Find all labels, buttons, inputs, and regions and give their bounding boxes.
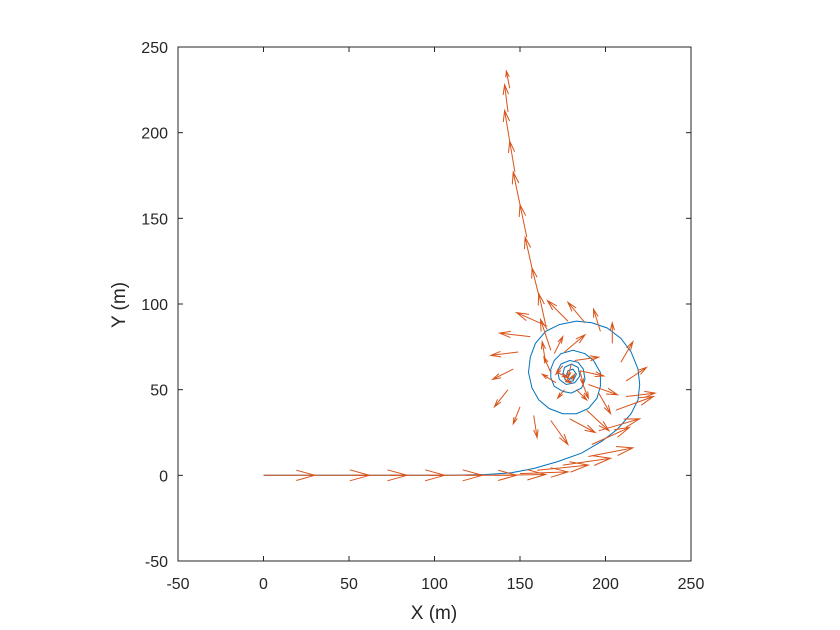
velocity-arrow [553,334,564,354]
velocity-arrow [569,418,597,434]
velocity-arrow [588,446,635,457]
x-tick-label: 100 [421,576,448,593]
velocity-arrow [579,370,606,377]
x-tick-label: 50 [340,576,358,593]
velocity-arrow [620,340,634,363]
velocity-arrow [574,355,601,362]
velocity-arrow [562,455,613,466]
velocity-arrow [625,390,657,398]
velocity-arrow [490,368,514,381]
x-tick-label: -50 [166,576,189,593]
x-axis-label: X (m) [411,603,457,624]
velocity-arrow [512,406,521,426]
y-tick-label: 150 [141,211,168,228]
velocity-arrow [497,330,531,338]
velocity-arrow [576,389,589,402]
y-tick-label: 50 [150,383,168,400]
trajectory-line [263,320,641,476]
velocity-arrow [592,307,601,332]
velocity-arrow [609,320,615,344]
velocity-arrow [502,82,510,113]
velocity-arrow [550,420,569,447]
velocity-arrow [519,467,570,478]
x-tick-label: 0 [259,576,268,593]
y-tick-label: 100 [141,297,168,314]
velocity-arrow [539,317,552,351]
velocity-arrow [588,384,620,396]
velocity-arrow [569,372,576,381]
velocity-arrow [489,350,519,358]
x-tick-label: 150 [507,576,534,593]
y-axis-label: Y (m) [109,282,130,328]
y-tick-label: -50 [145,554,168,571]
axes-box [177,46,692,562]
axis-ticks [177,46,692,562]
velocity-arrow [556,389,565,400]
velocity-arrow [557,372,570,379]
x-tick-label: 250 [678,576,705,593]
velocity-arrow [493,389,509,409]
velocity-arrow [505,69,511,89]
y-tick-label: 250 [141,40,168,57]
y-tick-label: 200 [141,126,168,143]
velocity-arrow [546,299,569,322]
velocity-arrow [566,300,586,324]
velocity-arrow [511,170,521,205]
velocity-arrow [564,333,587,353]
y-tick-label: 0 [159,468,168,485]
velocity-arrow [564,378,573,384]
tick-labels: -50 0 50 100 150 200 250 -50 0 50 100 150 200 250 [141,40,704,593]
velocity-arrow [540,373,557,384]
velocity-arrow [533,415,539,440]
velocity-arrow [494,469,548,481]
velocity-arrow [591,426,632,445]
velocity-arrow [586,409,611,433]
velocity-arrow [579,370,584,387]
velocity-arrow [554,365,564,376]
velocity-arrow [524,235,533,269]
velocity-arrow [625,366,649,382]
x-tick-label: 200 [592,576,619,593]
plot-area [177,46,692,562]
velocity-arrow [543,355,552,373]
velocity-arrow [502,108,511,142]
velocity-arrow [615,395,656,411]
velocity-arrow [598,392,612,416]
